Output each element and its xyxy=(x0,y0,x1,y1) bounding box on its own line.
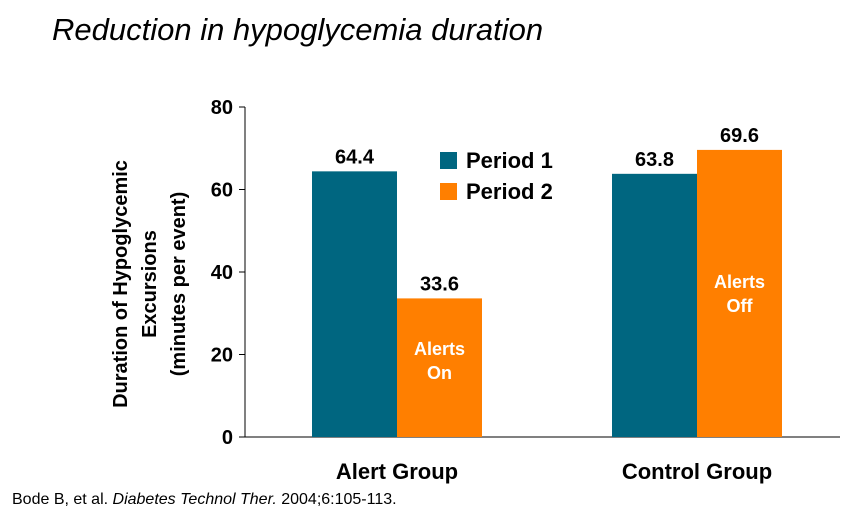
bar-value-label: 63.8 xyxy=(635,149,674,171)
y-tick-label: 40 xyxy=(211,262,233,284)
y-axis-title-line: (minutes per event) xyxy=(168,192,190,376)
bar-control-group-period-2 xyxy=(697,149,782,437)
bar-inner-label: Alerts xyxy=(414,339,465,359)
bar-inner-label: Alerts xyxy=(714,272,765,292)
y-tick-label: 60 xyxy=(211,180,233,202)
bar-chart: Duration of Hypoglycemic Excursions (minut… xyxy=(110,97,840,484)
y-axis-title-line: Excursions xyxy=(139,230,161,338)
citation: Bode B, et al. Diabetes Technol Ther. 20… xyxy=(12,491,397,509)
legend: Period 1 Period 2 xyxy=(440,148,553,204)
legend-label: Period 1 xyxy=(466,148,553,173)
legend-swatch xyxy=(440,183,457,200)
bar-inner-label: On xyxy=(427,363,452,383)
bar-value-label: 69.6 xyxy=(720,125,759,147)
x-axis-category-labels: Alert Group Control Group xyxy=(336,459,772,484)
y-tick-label: 0 xyxy=(222,427,233,449)
bar-alert-group-period-2 xyxy=(397,298,482,437)
chart-title: Reduction in hypoglycemia duration xyxy=(52,12,544,47)
bars: 64.4 33.6 Alerts On 63.8 69.6 Alerts Off xyxy=(312,125,782,437)
y-axis-ticks: 0 20 40 60 80 xyxy=(211,97,245,449)
bar-value-label: 64.4 xyxy=(335,146,375,168)
citation-details: 2004;6:105-113. xyxy=(281,491,397,508)
x-category-label: Alert Group xyxy=(336,459,458,484)
bar-alert-group-period-1 xyxy=(312,171,397,437)
y-tick-label: 20 xyxy=(211,345,233,367)
bar-inner-label: Off xyxy=(727,296,754,316)
x-category-label: Control Group xyxy=(622,459,772,484)
bar-value-label: 33.6 xyxy=(420,273,459,295)
y-axis-title: Duration of Hypoglycemic Excursions (minut… xyxy=(110,160,190,408)
legend-swatch xyxy=(440,152,457,169)
legend-label: Period 2 xyxy=(466,179,553,204)
y-axis-title-line: Duration of Hypoglycemic xyxy=(110,160,132,408)
bar-control-group-period-1 xyxy=(612,173,697,437)
y-tick-label: 80 xyxy=(211,97,233,119)
citation-authors: Bode B, et al. xyxy=(12,491,109,508)
citation-journal: Diabetes Technol Ther. xyxy=(112,491,277,508)
